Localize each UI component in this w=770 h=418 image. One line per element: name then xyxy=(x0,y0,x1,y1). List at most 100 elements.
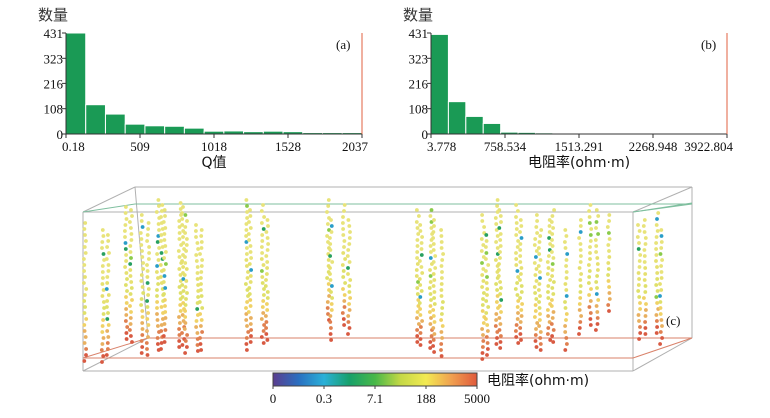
resistivity-point xyxy=(326,282,331,286)
resistivity-point xyxy=(180,211,184,215)
resistivity-point xyxy=(264,332,269,336)
resistivity-point xyxy=(155,270,159,274)
resistivity-point xyxy=(428,340,433,344)
resistivity-point xyxy=(485,287,490,291)
resistivity-point xyxy=(327,294,331,298)
histogram-bar xyxy=(183,127,205,135)
resistivity-point xyxy=(123,211,128,215)
resistivity-point xyxy=(498,346,503,350)
resistivity-point xyxy=(563,228,568,232)
resistivity-point xyxy=(161,268,166,272)
resistivity-point xyxy=(185,237,189,241)
resistivity-point xyxy=(260,245,264,249)
histogram-bar xyxy=(65,32,87,135)
resistivity-point xyxy=(195,307,200,311)
resistivity-point xyxy=(536,264,541,268)
resistivity-point xyxy=(551,292,556,296)
resistivity-point xyxy=(162,292,166,296)
resistivity-point xyxy=(658,282,662,286)
resistivity-point xyxy=(261,341,266,345)
resistivity-point xyxy=(416,280,420,284)
resistivity-point xyxy=(328,320,333,324)
resistivity-point xyxy=(635,235,640,239)
resistivity-point xyxy=(495,300,499,304)
resistivity-point xyxy=(99,348,104,352)
resistivity-point xyxy=(329,326,333,330)
resistivity-point xyxy=(578,296,583,300)
resistivity-point xyxy=(195,277,200,281)
resistivity-point xyxy=(158,275,163,279)
resistivity-point xyxy=(82,263,87,267)
resistivity-point xyxy=(130,214,134,218)
resistivity-point xyxy=(429,250,433,254)
y-tick-label: 108 xyxy=(409,102,429,117)
resistivity-point xyxy=(128,316,133,320)
resistivity-point xyxy=(246,270,250,274)
resistivity-point xyxy=(545,272,550,276)
resistivity-point xyxy=(325,234,329,238)
resistivity-point xyxy=(415,316,419,320)
resistivity-point xyxy=(654,313,659,317)
resistivity-point xyxy=(441,300,445,304)
resistivity-point xyxy=(535,213,539,217)
resistivity-point xyxy=(347,308,352,312)
resistivity-point xyxy=(486,347,490,351)
resistivity-point xyxy=(481,321,486,325)
resistivity-point xyxy=(163,298,167,302)
resistivity-point xyxy=(480,213,484,217)
resistivity-point xyxy=(123,247,128,251)
resistivity-point xyxy=(262,293,266,297)
resistivity-point xyxy=(127,220,132,224)
resistivity-point xyxy=(246,310,251,314)
resistivity-point xyxy=(182,327,187,331)
resistivity-point xyxy=(244,222,249,226)
resistivity-point xyxy=(642,218,647,222)
resistivity-point xyxy=(643,242,648,246)
resistivity-point xyxy=(499,286,503,290)
resistivity-point xyxy=(180,217,185,221)
resistivity-point xyxy=(654,295,659,299)
resistivity-point xyxy=(533,303,538,307)
histogram-bar xyxy=(164,125,185,135)
resistivity-point xyxy=(493,216,498,220)
resistivity-point xyxy=(578,284,583,288)
resistivity-point xyxy=(100,270,105,274)
resistivity-point xyxy=(658,300,663,304)
resistivity-point xyxy=(594,280,599,284)
resistivity-point xyxy=(642,230,647,234)
resistivity-point xyxy=(551,256,556,260)
resistivity-point xyxy=(659,288,664,292)
resistivity-point xyxy=(198,252,202,256)
resistivity-point xyxy=(105,281,110,285)
resistivity-point xyxy=(348,278,353,282)
resistivity-point xyxy=(595,316,600,320)
resistivity-point xyxy=(345,254,350,258)
resistivity-point xyxy=(588,239,593,243)
resistivity-point xyxy=(550,232,555,236)
resistivity-point xyxy=(642,254,647,258)
resistivity-point xyxy=(417,277,422,281)
resistivity-point xyxy=(244,228,249,232)
resistivity-point xyxy=(518,230,522,234)
resistivity-point xyxy=(514,215,518,219)
resistivity-point xyxy=(124,301,129,305)
resistivity-point xyxy=(265,266,269,270)
resistivity-point xyxy=(577,236,581,240)
resistivity-point xyxy=(514,221,519,225)
resistivity-point xyxy=(341,287,345,291)
resistivity-point xyxy=(499,334,503,338)
resistivity-point xyxy=(498,280,502,284)
resistivity-point xyxy=(418,331,423,335)
resistivity-point xyxy=(177,231,182,235)
resistivity-point xyxy=(128,250,133,254)
resistivity-point xyxy=(328,314,333,318)
resistivity-point xyxy=(563,324,567,328)
resistivity-point xyxy=(157,228,161,232)
resistivity-point xyxy=(100,342,105,346)
colorbar-tick-label: 0 xyxy=(270,391,277,406)
resistivity-point xyxy=(589,227,594,231)
resistivity-point xyxy=(485,293,489,297)
resistivity-point xyxy=(533,315,537,319)
resistivity-point xyxy=(439,342,444,346)
resistivity-point xyxy=(124,205,128,209)
